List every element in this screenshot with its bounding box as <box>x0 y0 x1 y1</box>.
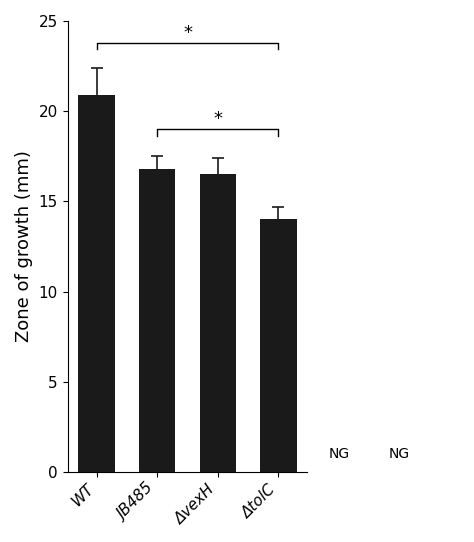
Text: *: * <box>183 24 192 42</box>
Y-axis label: Zone of growth (mm): Zone of growth (mm) <box>15 151 33 343</box>
Bar <box>200 175 236 472</box>
Text: NG: NG <box>389 447 410 461</box>
Text: NG: NG <box>328 447 349 461</box>
Bar <box>260 220 297 472</box>
Bar <box>139 169 175 472</box>
Text: *: * <box>213 111 222 128</box>
Bar <box>78 95 115 472</box>
